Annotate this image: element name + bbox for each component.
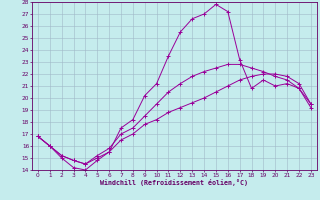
X-axis label: Windchill (Refroidissement éolien,°C): Windchill (Refroidissement éolien,°C) <box>100 179 248 186</box>
